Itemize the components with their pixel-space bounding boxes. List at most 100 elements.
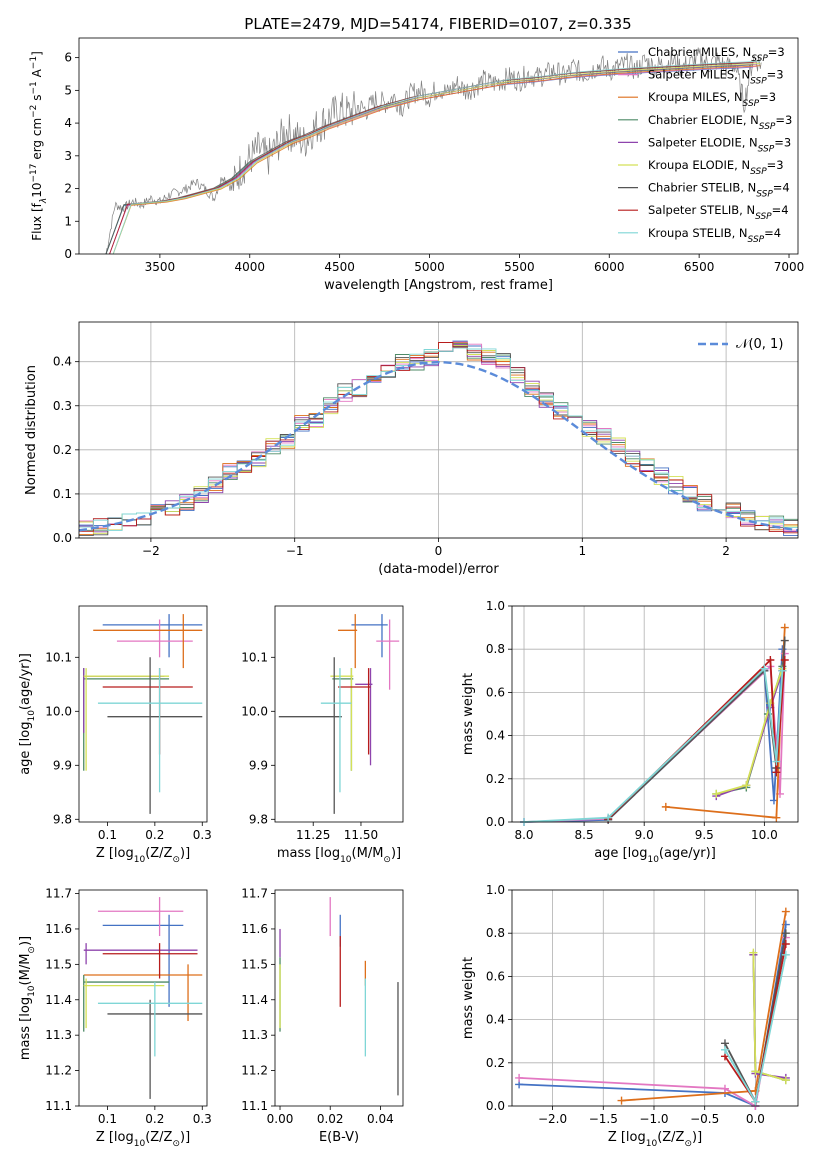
legend-entry: Chabrier STELIB, NSSP=4 [648,181,790,200]
x-tick-label: −2 [142,544,160,558]
mass-weight-marker [778,666,787,675]
observed-spectrum [105,47,762,255]
axes-frame [78,321,799,539]
legend-entry: Kroupa STELIB, NSSP=4 [648,226,781,245]
y-tick-label: 0.1 [53,487,72,501]
x-tick-label: 9.0 [635,828,654,842]
mass-weight-marker [749,948,758,957]
mass-weight-marker [515,1073,524,1082]
mass-weight-marker [772,813,781,822]
y-tick-label: 0 [64,247,72,261]
x-axis-label: E(B-V) [319,1130,359,1145]
residual-histogram [79,342,798,534]
x-tick-label: 0.3 [193,1112,212,1126]
y-tick-label: 4 [64,116,72,130]
x-tick-label: 0.1 [98,1112,117,1126]
mass-weight-marker [760,664,769,673]
y-tick-label: 11.2 [241,1064,268,1078]
axes-frame [78,605,208,823]
y-axis-label: Flux [fλ10−17 erg cm−2 s−1 A−1] [29,51,49,241]
panel-mass-vs-Z: 0.1 0.2 0.3 11.1 11.2 11.3 11.4 11.5 11.6 11.7 Z [… [18,887,212,1149]
x-tick-label: 2 [722,544,730,558]
panels: 3500 4000 4500 5000 5500 6000 6500 7000 0 1 2 3 4 5 6 w… [18,37,805,1149]
x-tick-label: 0.2 [145,828,164,842]
y-tick-label: 0.0 [53,531,72,545]
x-axis-label: Z [log10(Z/Z⊙)] [608,1130,702,1149]
mass-weight-marker [780,636,789,645]
x-tick-label: 11.50 [344,828,378,842]
y-tick-label: 0.2 [486,1056,505,1070]
panel-massweight-vs-age: 8.0 8.5 9.0 9.5 10.0 0.0 0.2 0.4 0.6 0.8 1.0 age [l… [461,599,799,865]
y-tick-label: 9.9 [249,758,268,772]
y-tick-label: 9.9 [53,758,72,772]
axes-frame [78,37,799,255]
y-tick-label: 11.3 [241,1028,268,1042]
y-tick-label: 11.7 [241,887,268,901]
legend-entry: Kroupa MILES, NSSP=3 [648,90,776,109]
y-tick-label: 11.3 [45,1028,72,1042]
mass-weight-marker [751,1097,760,1106]
y-tick-label: 0.3 [53,399,72,413]
model-spectrum-line [112,62,761,255]
x-tick-label: 0.00 [267,1112,294,1126]
y-tick-label: 0.8 [486,926,505,940]
mass-weight-marker [712,789,721,798]
mass-weight-marker [780,656,789,664]
y-axis-label: mass weight [461,673,476,755]
x-tick-label: −0.5 [690,1112,719,1126]
legend-entry: Salpeter MILES, NSSP=3 [648,68,784,87]
x-tick-label: 9.5 [695,828,714,842]
mass-weight-marker [772,757,781,766]
x-tick-label: −1.5 [589,1112,618,1126]
x-tick-label: −2.0 [538,1112,567,1126]
x-tick-label: −1 [286,544,304,558]
mass-weight-line [716,668,784,795]
y-tick-label: 11.2 [45,1064,72,1078]
x-tick-label: 0.1 [98,828,117,842]
y-tick-label: 1.0 [486,599,505,613]
mass-weight-marker [772,768,781,777]
legend-entry: 𝒩(0, 1) [736,337,783,352]
y-tick-label: 2 [64,182,72,196]
panel-residuals: −2 −1 0 1 2 0.0 0.1 0.2 0.3 0.4 (data-model)/error… [24,321,799,577]
x-tick-label: 0 [435,544,443,558]
mass-weight-marker [781,907,790,916]
x-axis-label: mass [log10(M/M⊙)] [277,846,401,865]
legend-entry: Salpeter ELODIE, NSSP=3 [648,135,791,154]
panel-massweight-vs-Z: −2.0 −1.5 −1.0 −0.5 0.0 0.0 0.2 0.4 0.6 0.8 1.0 Z [… [461,883,799,1149]
model-spectrum-line [112,65,761,255]
normal-curve [78,360,799,532]
x-tick-label: 5500 [504,260,535,274]
y-tick-label: 10.0 [45,704,72,718]
y-tick-label: 5 [64,83,72,97]
x-tick-label: 0.02 [317,1112,344,1126]
x-axis-label: age [log10(age/yr)] [594,846,716,865]
x-tick-label: 11.25 [296,828,330,842]
mass-weight-marker [766,656,775,664]
legend-entry: Chabrier ELODIE, NSSP=3 [648,113,792,132]
y-tick-label: 0.2 [53,443,72,457]
y-tick-label: 1 [64,214,72,228]
mass-weight-marker [780,623,789,632]
x-tick-label: 10.0 [751,828,778,842]
mass-weight-marker [781,950,790,959]
y-tick-label: 11.5 [241,957,268,971]
x-tick-label: 3500 [145,260,176,274]
y-tick-label: 10.0 [241,704,268,718]
x-tick-label: 7000 [774,260,805,274]
x-tick-label: 5000 [414,260,445,274]
mass-weight-marker [742,781,751,790]
legend-entry: Salpeter STELIB, NSSP=4 [648,203,789,222]
x-tick-label: 0.0 [746,1112,765,1126]
mass-weight-marker [781,940,790,948]
y-tick-label: 10.1 [241,650,268,664]
y-tick-label: 0.4 [53,355,72,369]
y-tick-label: 0.0 [486,1099,505,1113]
panel-age-vs-Z: 0.1 0.2 0.3 9.8 9.9 10.0 10.1 Z [log10(Z/Z⊙)] ag… [18,605,212,865]
y-axis-label: mass [log10(M/M⊙)] [18,936,37,1060]
mass-weight-marker [781,1076,790,1085]
axes-frame [511,605,799,823]
axes-frame [78,889,208,1107]
y-axis-label: mass weight [461,957,476,1039]
mass-weight-marker [661,802,670,811]
